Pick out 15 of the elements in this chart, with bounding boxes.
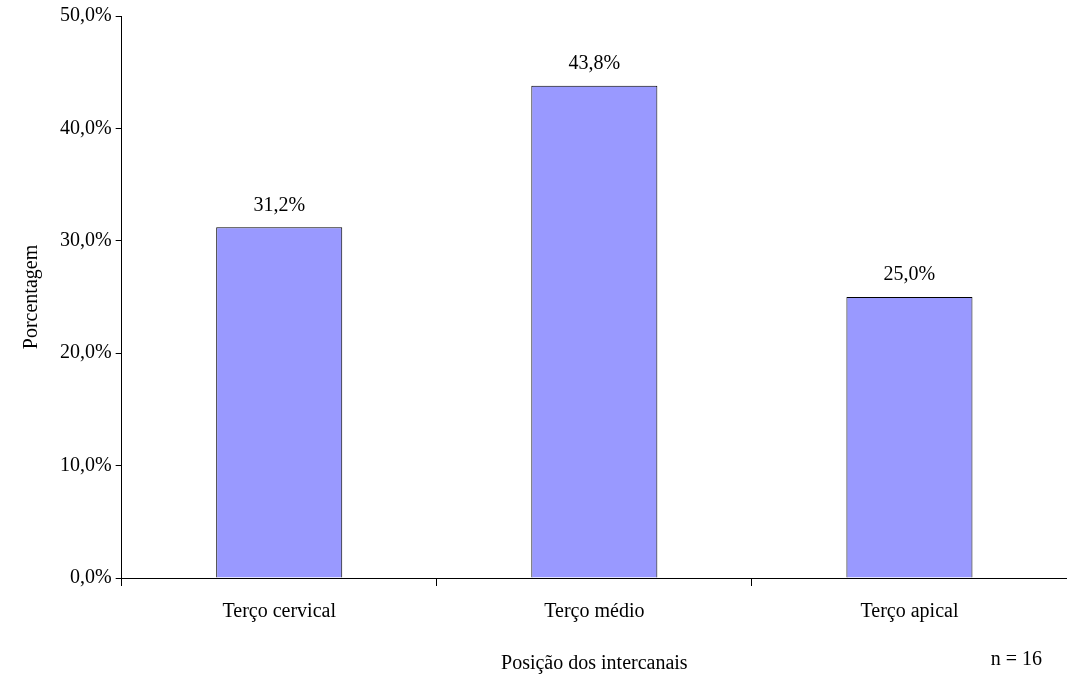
y-tick-label: 30,0%	[59, 228, 112, 251]
x-tick-label: Terço apical	[860, 599, 959, 623]
x-axis-title: Posição dos intercanais	[501, 651, 688, 675]
text: n = 16	[990, 647, 1042, 670]
y-tick-label: 0,0%	[69, 565, 112, 588]
x-tick-label: Terço cervical	[222, 599, 337, 623]
data-label: 31,2%	[253, 192, 306, 215]
y-tick-label: 20,0%	[59, 340, 112, 363]
y-axis-title: Porcentagem	[19, 244, 43, 350]
y-tick-label: 50,0%	[59, 3, 112, 26]
x-tick-label: Terço médio	[544, 599, 645, 623]
data-label: 25,0%	[883, 262, 936, 285]
data-label: 43,8%	[568, 50, 621, 73]
y-tick-label: 10,0%	[59, 452, 112, 475]
y-tick-label: 40,0%	[59, 115, 112, 138]
